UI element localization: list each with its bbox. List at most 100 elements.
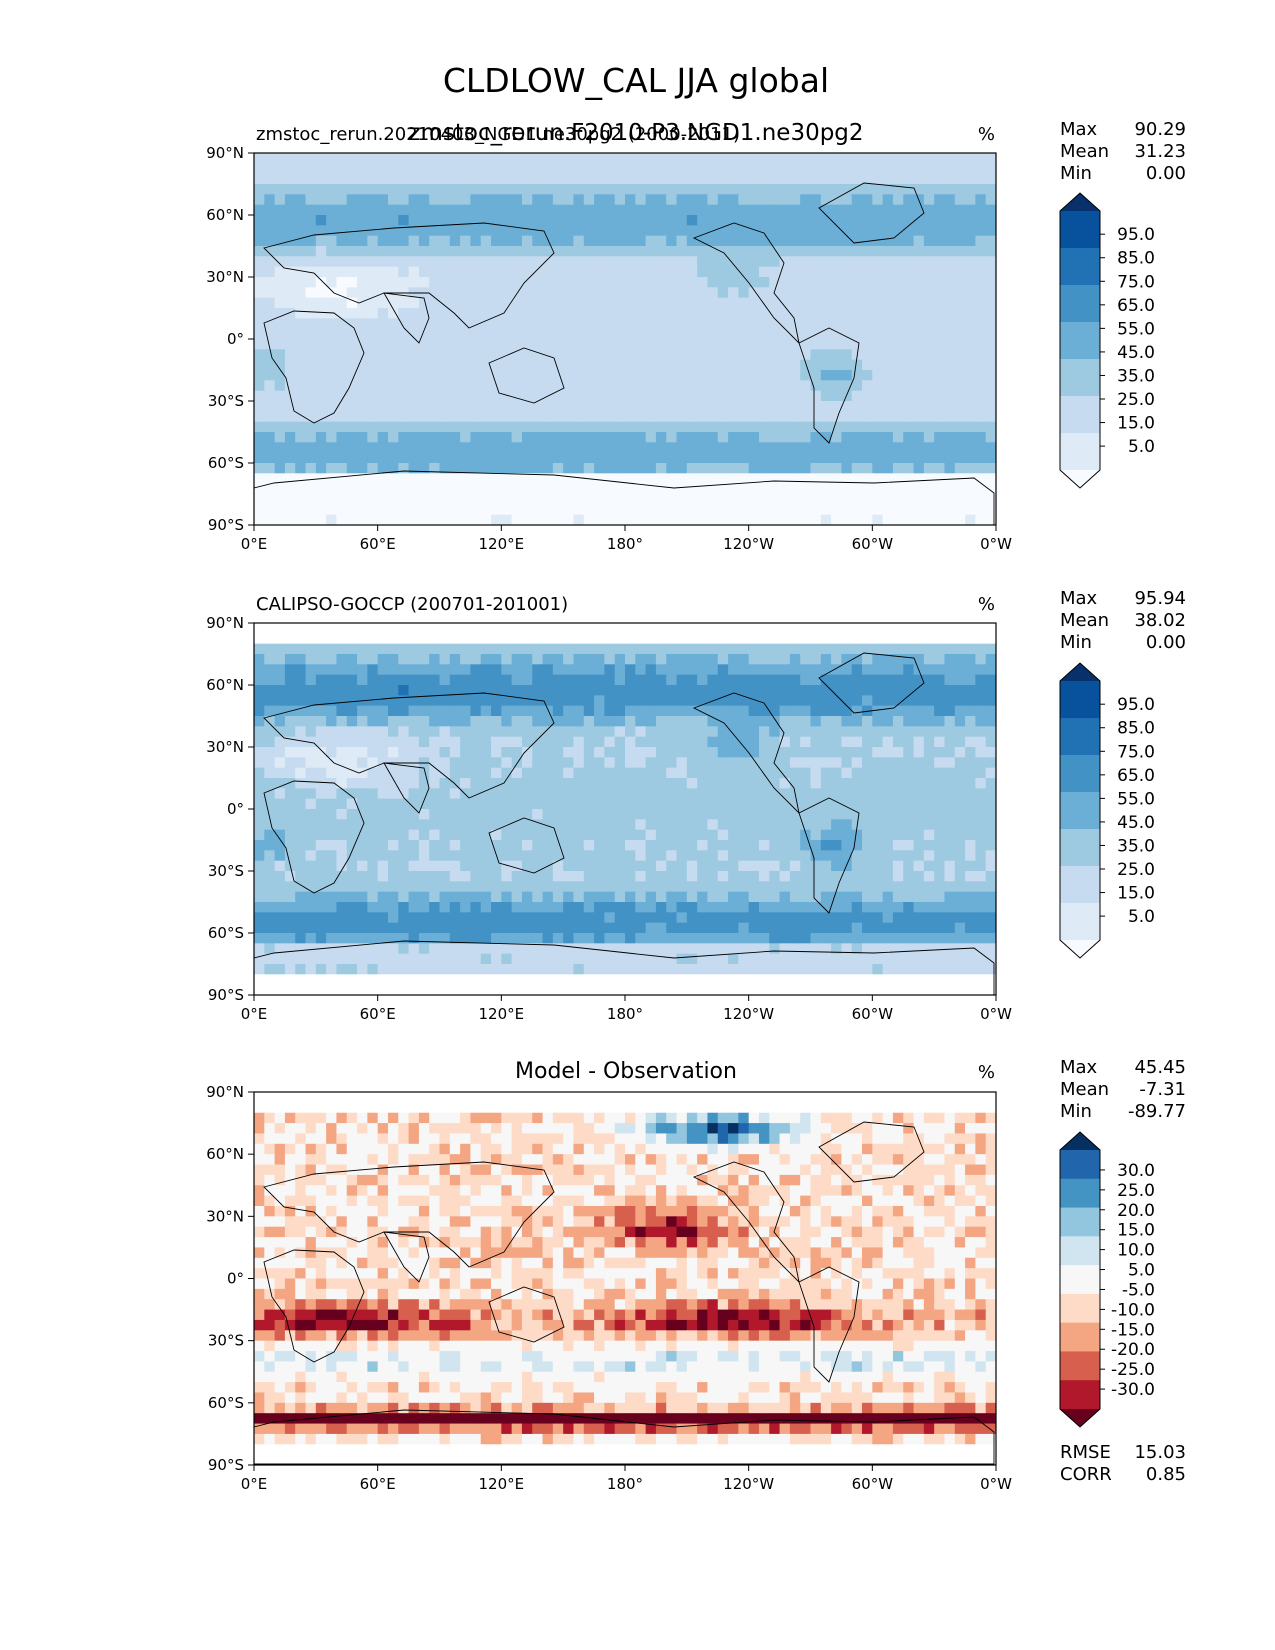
heatmap-cell	[923, 778, 935, 789]
heatmap-cell	[594, 153, 605, 164]
heatmap-cell	[923, 421, 935, 433]
heatmap-cell	[954, 235, 966, 247]
heatmap-cell	[831, 370, 843, 381]
heatmap-cell	[707, 266, 719, 278]
heatmap-cell	[666, 380, 678, 392]
heatmap-cell	[851, 829, 863, 841]
heatmap-cell	[820, 674, 832, 686]
heatmap-cell	[346, 685, 358, 696]
heatmap-cell	[831, 933, 843, 944]
heatmap-cell	[717, 922, 729, 934]
heatmap-cell	[655, 757, 667, 769]
heatmap-cell	[511, 266, 523, 278]
heatmap-cell	[377, 674, 389, 686]
heatmap-cell	[418, 705, 430, 717]
heatmap-cell	[892, 401, 904, 412]
y-tick-label: 90°N	[206, 144, 244, 162]
heatmap-cell	[604, 153, 616, 164]
heatmap-cell	[511, 664, 523, 676]
heatmap-cell	[820, 840, 832, 851]
heatmap-cell	[913, 277, 925, 288]
heatmap-cell	[295, 153, 307, 164]
heatmap-cell	[521, 359, 533, 371]
heatmap-cell	[274, 328, 286, 340]
heatmap-cell	[418, 349, 430, 361]
heatmap-cell	[563, 881, 575, 893]
heatmap-cell	[666, 473, 678, 485]
heatmap-cell	[594, 246, 605, 257]
heatmap-cell	[295, 654, 307, 665]
heatmap-cell	[758, 778, 770, 789]
heatmap-cell	[367, 225, 379, 237]
heatmap-cell	[872, 349, 884, 361]
heatmap-cell	[449, 778, 461, 789]
heatmap-cell	[645, 173, 657, 185]
heatmap-cell	[758, 287, 770, 299]
heatmap-cell	[769, 401, 781, 412]
heatmap-cell	[738, 370, 750, 381]
heatmap-cell	[954, 912, 966, 924]
heatmap-cell	[810, 747, 822, 758]
heatmap-cell	[398, 380, 410, 392]
heatmap-cell	[449, 494, 461, 505]
heatmap-cell	[655, 850, 667, 862]
heatmap-cell	[975, 654, 987, 665]
heatmap-cell	[954, 685, 966, 696]
heatmap-cell	[491, 390, 502, 402]
heatmap-cell	[264, 246, 276, 257]
heatmap-cell	[810, 933, 822, 944]
heatmap-cell	[295, 953, 307, 965]
heatmap-cell	[831, 747, 843, 758]
heatmap-cell	[954, 643, 966, 655]
heatmap-cell	[357, 215, 368, 226]
heatmap-cell	[264, 778, 276, 789]
heatmap-cell	[975, 767, 987, 779]
heatmap-cell	[728, 881, 739, 893]
heatmap-cell	[336, 215, 348, 226]
heatmap-cell	[552, 287, 564, 299]
heatmap-cell	[862, 514, 873, 525]
heatmap-cell	[872, 163, 884, 175]
heatmap-cell	[686, 483, 698, 495]
colorbar-tick-label: 35.0	[1117, 366, 1155, 386]
heatmap-cell	[686, 370, 698, 381]
heatmap-cell	[439, 163, 451, 175]
heatmap-cell	[789, 716, 801, 727]
heatmap-cell	[315, 757, 327, 769]
heatmap-cell	[676, 359, 688, 371]
heatmap-cell	[563, 359, 575, 371]
heatmap-cell	[748, 747, 760, 758]
heatmap-cell	[707, 246, 719, 257]
heatmap-cell	[521, 473, 533, 485]
heatmap-cell	[800, 235, 812, 247]
heatmap-cell	[758, 922, 770, 934]
heatmap-cell	[697, 401, 709, 412]
heatmap-cell	[872, 411, 884, 423]
heatmap-cell	[460, 685, 472, 696]
heatmap-cell	[346, 850, 358, 862]
heatmap-cell	[820, 726, 832, 738]
heatmap-cell	[666, 819, 678, 831]
heatmap-cell	[831, 705, 843, 717]
heatmap-cell	[532, 757, 544, 769]
heatmap-cell	[367, 215, 379, 226]
heatmap-cell	[594, 633, 605, 645]
heatmap-cell	[965, 277, 976, 288]
heatmap-cell	[934, 850, 946, 862]
heatmap-cell	[820, 881, 832, 893]
heatmap-cell	[954, 860, 966, 872]
heatmap-cell	[985, 664, 996, 676]
heatmap-cell	[501, 891, 513, 903]
heatmap-cell	[563, 809, 575, 820]
heatmap-cell	[903, 225, 915, 237]
heatmap-cell	[645, 633, 657, 645]
heatmap-cell	[346, 266, 358, 278]
heatmap-cell	[954, 891, 966, 903]
heatmap-cell	[284, 819, 296, 831]
heatmap-cell	[954, 623, 966, 634]
heatmap-cell	[758, 736, 770, 748]
heatmap-cell	[872, 788, 884, 800]
heatmap-cell	[254, 318, 265, 330]
heatmap-cell	[377, 633, 389, 645]
heatmap-cell	[800, 266, 812, 278]
